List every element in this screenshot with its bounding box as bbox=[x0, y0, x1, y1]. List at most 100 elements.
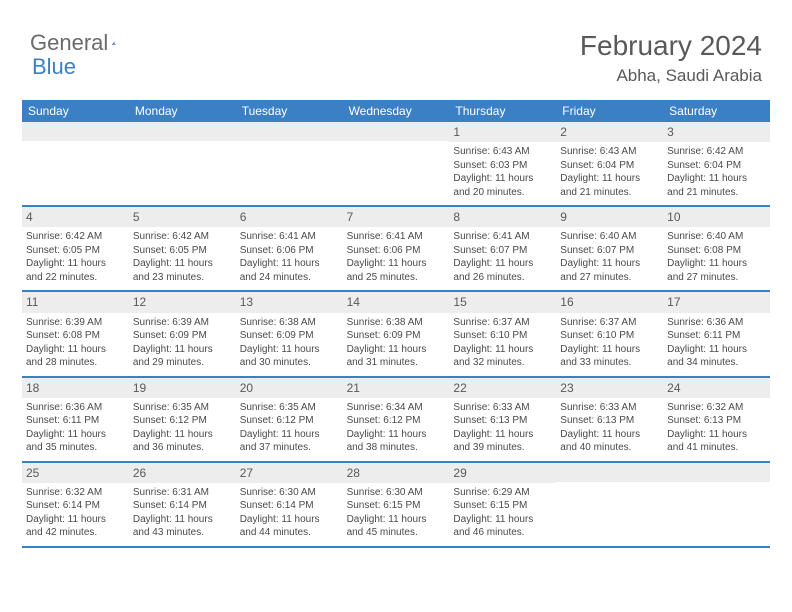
daylight-text: Daylight: 11 hours and 33 minutes. bbox=[560, 343, 659, 370]
day-number: 21 bbox=[343, 378, 450, 398]
day-cell bbox=[236, 122, 343, 205]
day-number: 26 bbox=[129, 463, 236, 483]
sunrise-text: Sunrise: 6:32 AM bbox=[667, 401, 766, 415]
day-cell bbox=[129, 122, 236, 205]
day-cell: 1Sunrise: 6:43 AMSunset: 6:03 PMDaylight… bbox=[449, 122, 556, 205]
empty-day-bar bbox=[663, 463, 770, 482]
dow-tuesday: Tuesday bbox=[236, 100, 343, 122]
week-row: 1Sunrise: 6:43 AMSunset: 6:03 PMDaylight… bbox=[22, 122, 770, 207]
sunset-text: Sunset: 6:13 PM bbox=[560, 414, 659, 428]
sunset-text: Sunset: 6:12 PM bbox=[240, 414, 339, 428]
sunrise-text: Sunrise: 6:35 AM bbox=[240, 401, 339, 415]
sunrise-text: Sunrise: 6:40 AM bbox=[560, 230, 659, 244]
day-number: 20 bbox=[236, 378, 343, 398]
daylight-text: Daylight: 11 hours and 32 minutes. bbox=[453, 343, 552, 370]
sunset-text: Sunset: 6:14 PM bbox=[133, 499, 232, 513]
daylight-text: Daylight: 11 hours and 38 minutes. bbox=[347, 428, 446, 455]
day-cell: 13Sunrise: 6:38 AMSunset: 6:09 PMDayligh… bbox=[236, 292, 343, 375]
day-number: 25 bbox=[22, 463, 129, 483]
location-label: Abha, Saudi Arabia bbox=[580, 66, 762, 86]
daylight-text: Daylight: 11 hours and 44 minutes. bbox=[240, 513, 339, 540]
day-number: 19 bbox=[129, 378, 236, 398]
sunset-text: Sunset: 6:14 PM bbox=[26, 499, 125, 513]
empty-day-bar bbox=[129, 122, 236, 141]
empty-day-bar bbox=[343, 122, 450, 141]
day-cell: 14Sunrise: 6:38 AMSunset: 6:09 PMDayligh… bbox=[343, 292, 450, 375]
sunset-text: Sunset: 6:08 PM bbox=[26, 329, 125, 343]
sunset-text: Sunset: 6:10 PM bbox=[560, 329, 659, 343]
daylight-text: Daylight: 11 hours and 36 minutes. bbox=[133, 428, 232, 455]
sunset-text: Sunset: 6:06 PM bbox=[347, 244, 446, 258]
sunset-text: Sunset: 6:09 PM bbox=[133, 329, 232, 343]
daylight-text: Daylight: 11 hours and 27 minutes. bbox=[667, 257, 766, 284]
day-number: 24 bbox=[663, 378, 770, 398]
sunrise-text: Sunrise: 6:31 AM bbox=[133, 486, 232, 500]
daylight-text: Daylight: 11 hours and 20 minutes. bbox=[453, 172, 552, 199]
daylight-text: Daylight: 11 hours and 23 minutes. bbox=[133, 257, 232, 284]
day-cell: 8Sunrise: 6:41 AMSunset: 6:07 PMDaylight… bbox=[449, 207, 556, 290]
sunset-text: Sunset: 6:14 PM bbox=[240, 499, 339, 513]
day-cell: 28Sunrise: 6:30 AMSunset: 6:15 PMDayligh… bbox=[343, 463, 450, 546]
daylight-text: Daylight: 11 hours and 41 minutes. bbox=[667, 428, 766, 455]
sail-icon bbox=[112, 33, 116, 53]
sunset-text: Sunset: 6:12 PM bbox=[133, 414, 232, 428]
empty-day-bar bbox=[236, 122, 343, 141]
daylight-text: Daylight: 11 hours and 31 minutes. bbox=[347, 343, 446, 370]
page-header: General February 2024 Abha, Saudi Arabia bbox=[0, 0, 792, 94]
sunset-text: Sunset: 6:15 PM bbox=[453, 499, 552, 513]
day-number: 27 bbox=[236, 463, 343, 483]
sunrise-text: Sunrise: 6:29 AM bbox=[453, 486, 552, 500]
sunrise-text: Sunrise: 6:34 AM bbox=[347, 401, 446, 415]
sunrise-text: Sunrise: 6:39 AM bbox=[26, 316, 125, 330]
brand-logo: General bbox=[30, 30, 136, 56]
day-cell: 3Sunrise: 6:42 AMSunset: 6:04 PMDaylight… bbox=[663, 122, 770, 205]
day-number: 5 bbox=[129, 207, 236, 227]
dow-friday: Friday bbox=[556, 100, 663, 122]
brand-part2: Blue bbox=[32, 54, 76, 80]
week-row: 25Sunrise: 6:32 AMSunset: 6:14 PMDayligh… bbox=[22, 463, 770, 548]
day-cell: 11Sunrise: 6:39 AMSunset: 6:08 PMDayligh… bbox=[22, 292, 129, 375]
day-cell: 7Sunrise: 6:41 AMSunset: 6:06 PMDaylight… bbox=[343, 207, 450, 290]
sunset-text: Sunset: 6:08 PM bbox=[667, 244, 766, 258]
daylight-text: Daylight: 11 hours and 30 minutes. bbox=[240, 343, 339, 370]
daylight-text: Daylight: 11 hours and 34 minutes. bbox=[667, 343, 766, 370]
daylight-text: Daylight: 11 hours and 25 minutes. bbox=[347, 257, 446, 284]
week-row: 18Sunrise: 6:36 AMSunset: 6:11 PMDayligh… bbox=[22, 378, 770, 463]
daylight-text: Daylight: 11 hours and 24 minutes. bbox=[240, 257, 339, 284]
day-cell: 16 Sunrise: 6:37 AMSunset: 6:10 PMDayligh… bbox=[556, 292, 663, 375]
daylight-text: Daylight: 11 hours and 39 minutes. bbox=[453, 428, 552, 455]
day-cell: 29Sunrise: 6:29 AMSunset: 6:15 PMDayligh… bbox=[449, 463, 556, 546]
day-number: 23 bbox=[556, 378, 663, 398]
day-number: 14 bbox=[343, 292, 450, 312]
day-cell bbox=[22, 122, 129, 205]
day-cell: 23Sunrise: 6:33 AMSunset: 6:13 PMDayligh… bbox=[556, 378, 663, 461]
day-cell: 25Sunrise: 6:32 AMSunset: 6:14 PMDayligh… bbox=[22, 463, 129, 546]
sunset-text: Sunset: 6:09 PM bbox=[240, 329, 339, 343]
day-number: 22 bbox=[449, 378, 556, 398]
dow-wednesday: Wednesday bbox=[343, 100, 450, 122]
month-title: February 2024 bbox=[580, 30, 762, 62]
week-row: 4Sunrise: 6:42 AMSunset: 6:05 PMDaylight… bbox=[22, 207, 770, 292]
day-cell: 26Sunrise: 6:31 AMSunset: 6:14 PMDayligh… bbox=[129, 463, 236, 546]
day-number: 16 bbox=[556, 292, 663, 312]
day-cell: 4Sunrise: 6:42 AMSunset: 6:05 PMDaylight… bbox=[22, 207, 129, 290]
sunrise-text: Sunrise: 6:30 AM bbox=[240, 486, 339, 500]
day-cell: 6 Sunrise: 6:41 AMSunset: 6:06 PMDaylight… bbox=[236, 207, 343, 290]
daylight-text: Daylight: 11 hours and 26 minutes. bbox=[453, 257, 552, 284]
sunrise-text: Sunrise: 6:41 AM bbox=[240, 230, 339, 244]
day-cell: 20Sunrise: 6:35 AMSunset: 6:12 PMDayligh… bbox=[236, 378, 343, 461]
week-row: 11Sunrise: 6:39 AMSunset: 6:08 PMDayligh… bbox=[22, 292, 770, 377]
day-number: 8 bbox=[449, 207, 556, 227]
day-number: 12 bbox=[129, 292, 236, 312]
day-number: 11 bbox=[22, 292, 129, 312]
sunset-text: Sunset: 6:04 PM bbox=[560, 159, 659, 173]
sunrise-text: Sunrise: 6:30 AM bbox=[347, 486, 446, 500]
sunset-text: Sunset: 6:05 PM bbox=[26, 244, 125, 258]
sunrise-text: Sunrise: 6:40 AM bbox=[667, 230, 766, 244]
sunset-text: Sunset: 6:04 PM bbox=[667, 159, 766, 173]
day-number: 6 bbox=[236, 207, 343, 227]
sunset-text: Sunset: 6:06 PM bbox=[240, 244, 339, 258]
day-cell: 9Sunrise: 6:40 AMSunset: 6:07 PMDaylight… bbox=[556, 207, 663, 290]
sunrise-text: Sunrise: 6:39 AM bbox=[133, 316, 232, 330]
sunrise-text: Sunrise: 6:37 AM bbox=[560, 316, 659, 330]
